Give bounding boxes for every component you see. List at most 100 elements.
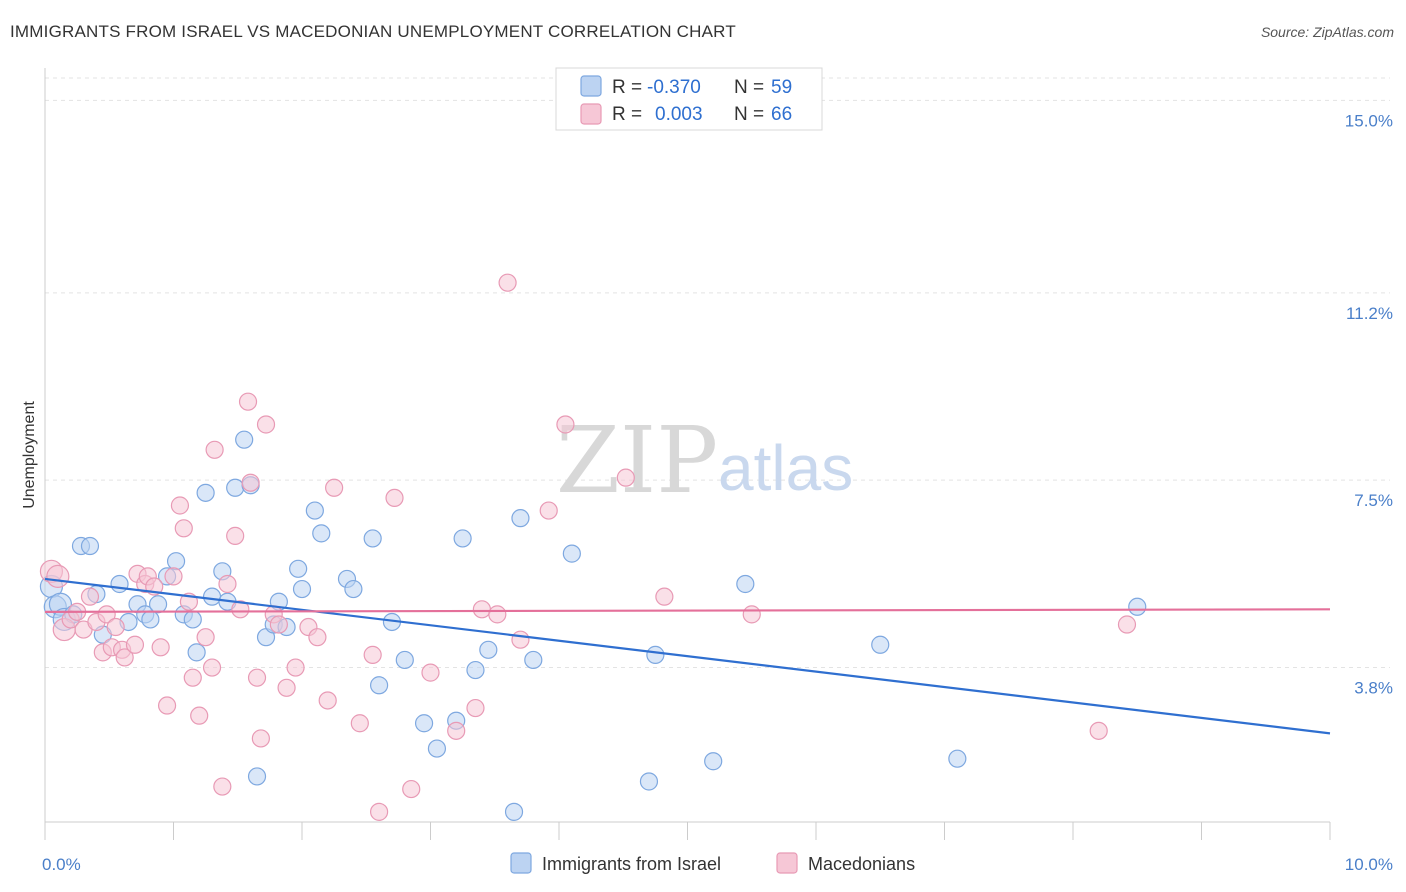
- point-israel: [363, 529, 382, 548]
- trend-lines: [44, 577, 1331, 735]
- x-tick-label-max: 10.0%: [1345, 855, 1393, 874]
- point-macedonians: [556, 415, 575, 434]
- point-macedonians: [286, 658, 305, 677]
- point-israel: [235, 430, 254, 449]
- watermark: ZIP atlas: [556, 407, 853, 514]
- point-macedonians: [247, 668, 267, 687]
- axes: 3.8% 7.5% 11.2% 15.0% 0.0% 10.0%: [42, 68, 1393, 874]
- trend-line-israel: [44, 577, 1331, 735]
- point-israel: [646, 645, 665, 664]
- legend-r-label-1: R =: [612, 77, 642, 98]
- legend-r-value-1: -0.370: [647, 77, 701, 98]
- point-macedonians: [325, 478, 344, 497]
- point-macedonians: [269, 615, 288, 634]
- x-tick-label-min: 0.0%: [42, 855, 81, 874]
- point-israel: [1128, 597, 1147, 616]
- point-israel: [166, 552, 186, 571]
- legend-n-label-2: N =: [734, 104, 764, 125]
- legend-r-value-2: 0.003: [655, 104, 703, 125]
- y-tick-label: 7.5%: [1354, 491, 1393, 510]
- point-macedonians: [151, 638, 170, 657]
- point-macedonians: [174, 519, 193, 538]
- point-macedonians: [539, 501, 558, 520]
- legend-swatch-israel: [580, 75, 602, 97]
- point-israel: [414, 714, 434, 733]
- point-macedonians: [472, 600, 491, 619]
- point-macedonians: [170, 496, 190, 515]
- point-israel: [305, 501, 324, 520]
- point-macedonians: [256, 415, 276, 434]
- source-credit: Source: ZipAtlas.com: [1260, 24, 1394, 40]
- point-macedonians: [196, 628, 215, 647]
- y-tick-label: 3.8%: [1354, 679, 1393, 698]
- point-macedonians: [106, 617, 125, 637]
- point-israel: [948, 749, 967, 768]
- point-macedonians: [1089, 721, 1108, 740]
- point-israel: [187, 643, 206, 662]
- legend-n-label-1: N =: [734, 77, 764, 98]
- point-macedonians: [402, 779, 421, 799]
- point-israel: [148, 595, 168, 614]
- point-macedonians: [350, 714, 369, 733]
- point-macedonians: [421, 663, 440, 682]
- point-macedonians: [385, 488, 404, 508]
- legend-r-label-2: R =: [612, 104, 642, 125]
- series-legend: Immigrants from Israel Macedonians: [510, 852, 915, 874]
- point-macedonians: [164, 567, 183, 586]
- point-macedonians: [205, 440, 224, 459]
- point-macedonians: [447, 721, 466, 740]
- point-macedonians: [213, 777, 232, 796]
- point-israel: [466, 660, 485, 680]
- point-macedonians: [241, 473, 260, 492]
- point-macedonians: [370, 802, 389, 821]
- point-israel: [141, 610, 160, 629]
- watermark-atlas: atlas: [718, 432, 853, 504]
- grid: [45, 77, 1390, 669]
- point-israel: [639, 772, 659, 791]
- stats-legend: R = -0.370 N = 59 R = 0.003 N = 66: [555, 67, 823, 131]
- point-israel: [453, 529, 472, 548]
- bottom-legend-label-macedonians: Macedonians: [808, 854, 915, 874]
- bottom-legend-swatch-israel: [510, 852, 532, 874]
- point-macedonians: [80, 587, 100, 606]
- point-israel: [479, 640, 498, 659]
- point-macedonians: [363, 645, 382, 664]
- point-macedonians: [218, 574, 237, 594]
- point-macedonians: [251, 729, 270, 748]
- point-israel: [110, 574, 129, 594]
- point-macedonians: [97, 605, 116, 624]
- trend-line-macedonians: [44, 608, 1331, 613]
- point-israel: [504, 802, 524, 821]
- point-macedonians: [655, 587, 674, 606]
- point-macedonians: [466, 698, 485, 718]
- point-israel: [871, 635, 890, 654]
- point-macedonians: [488, 605, 507, 624]
- point-macedonians: [125, 635, 145, 654]
- point-macedonians: [511, 630, 530, 649]
- point-macedonians: [157, 696, 177, 715]
- point-israel: [247, 767, 267, 786]
- chart-title: IMMIGRANTS FROM ISRAEL VS MACEDONIAN UNE…: [10, 22, 736, 41]
- point-israel: [196, 483, 215, 502]
- point-israel: [226, 478, 245, 497]
- point-macedonians: [308, 628, 327, 647]
- y-tick-label: 11.2%: [1346, 304, 1393, 323]
- point-israel: [370, 676, 389, 695]
- point-israel: [292, 579, 312, 599]
- point-macedonians: [231, 600, 250, 619]
- point-israel: [202, 587, 222, 606]
- point-israel: [511, 509, 530, 528]
- point-israel: [80, 536, 100, 556]
- point-israel: [427, 739, 447, 758]
- point-macedonians: [742, 605, 761, 624]
- y-tick-label: 15.0%: [1345, 111, 1393, 130]
- point-macedonians: [190, 706, 209, 725]
- legend-n-value-2: 66: [771, 104, 792, 125]
- y-axis-label: Unemployment: [21, 401, 38, 509]
- point-macedonians: [277, 678, 296, 697]
- point-israel: [736, 574, 755, 594]
- point-macedonians: [202, 658, 222, 677]
- bottom-legend-swatch-macedonians: [776, 852, 798, 874]
- point-israel: [562, 544, 581, 563]
